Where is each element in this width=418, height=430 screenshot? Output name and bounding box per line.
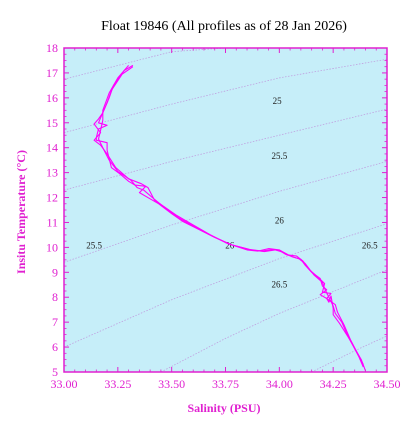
x-tick-label: 33.00 [51,377,78,391]
y-tick-label: 5 [52,365,58,379]
y-tick-label: 8 [52,290,58,304]
isopycnal-label-layer: 25 25.5 26 26.5 25.5 26 26.5 [86,96,378,289]
x-tick-label: 34.50 [374,377,401,391]
plot-area [64,48,387,372]
x-axis-label: Salinity (PSU) [187,401,260,415]
y-tick-label: 16 [46,91,58,105]
isopycnal-label: 25.5 [271,151,287,161]
y-tick-label: 10 [46,240,58,254]
y-tick-label: 13 [46,166,58,180]
profile-line [97,65,364,368]
x-axis-ticks: 33.00 33.25 33.50 33.75 34.00 34.25 34.50 [51,48,401,391]
isopycnal-label: 26.5 [271,279,287,289]
y-axis-label: Insitu Temperature (°C) [14,150,28,274]
isopycnal-label: 25.5 [86,241,102,251]
y-tick-label: 11 [46,215,58,229]
isopycnal-label: 26 [225,241,235,251]
x-tick-label: 33.50 [158,377,185,391]
isopycnal-line [311,335,387,372]
isopycnal-line [64,161,387,263]
isopycnal-label: 25 [273,96,283,106]
isopycnal-line [160,269,387,372]
y-tick-label: 12 [46,191,58,205]
x-tick-label: 33.25 [104,377,131,391]
y-tick-label: 6 [52,340,58,354]
isopycnal-label: 26 [275,216,285,226]
y-tick-label: 17 [46,66,58,80]
x-tick-label: 34.00 [266,377,293,391]
y-tick-label: 18 [46,41,58,55]
x-tick-label: 34.25 [320,377,347,391]
isopycnal-line [64,58,387,134]
x-tick-label: 33.75 [212,377,239,391]
y-tick-label: 15 [46,116,58,130]
y-tick-label: 9 [52,265,58,279]
chart-title: Float 19846 (All profiles as of 28 Jan 2… [101,19,347,34]
isopycnal-line [64,223,387,348]
y-tick-label: 14 [46,141,58,155]
y-axis-ticks: 5 6 7 8 9 10 11 12 13 14 15 16 17 18 [46,41,387,379]
y-tick-label: 7 [52,315,58,329]
profile-layer [93,64,367,371]
isopycnal-label: 26.5 [362,241,378,251]
